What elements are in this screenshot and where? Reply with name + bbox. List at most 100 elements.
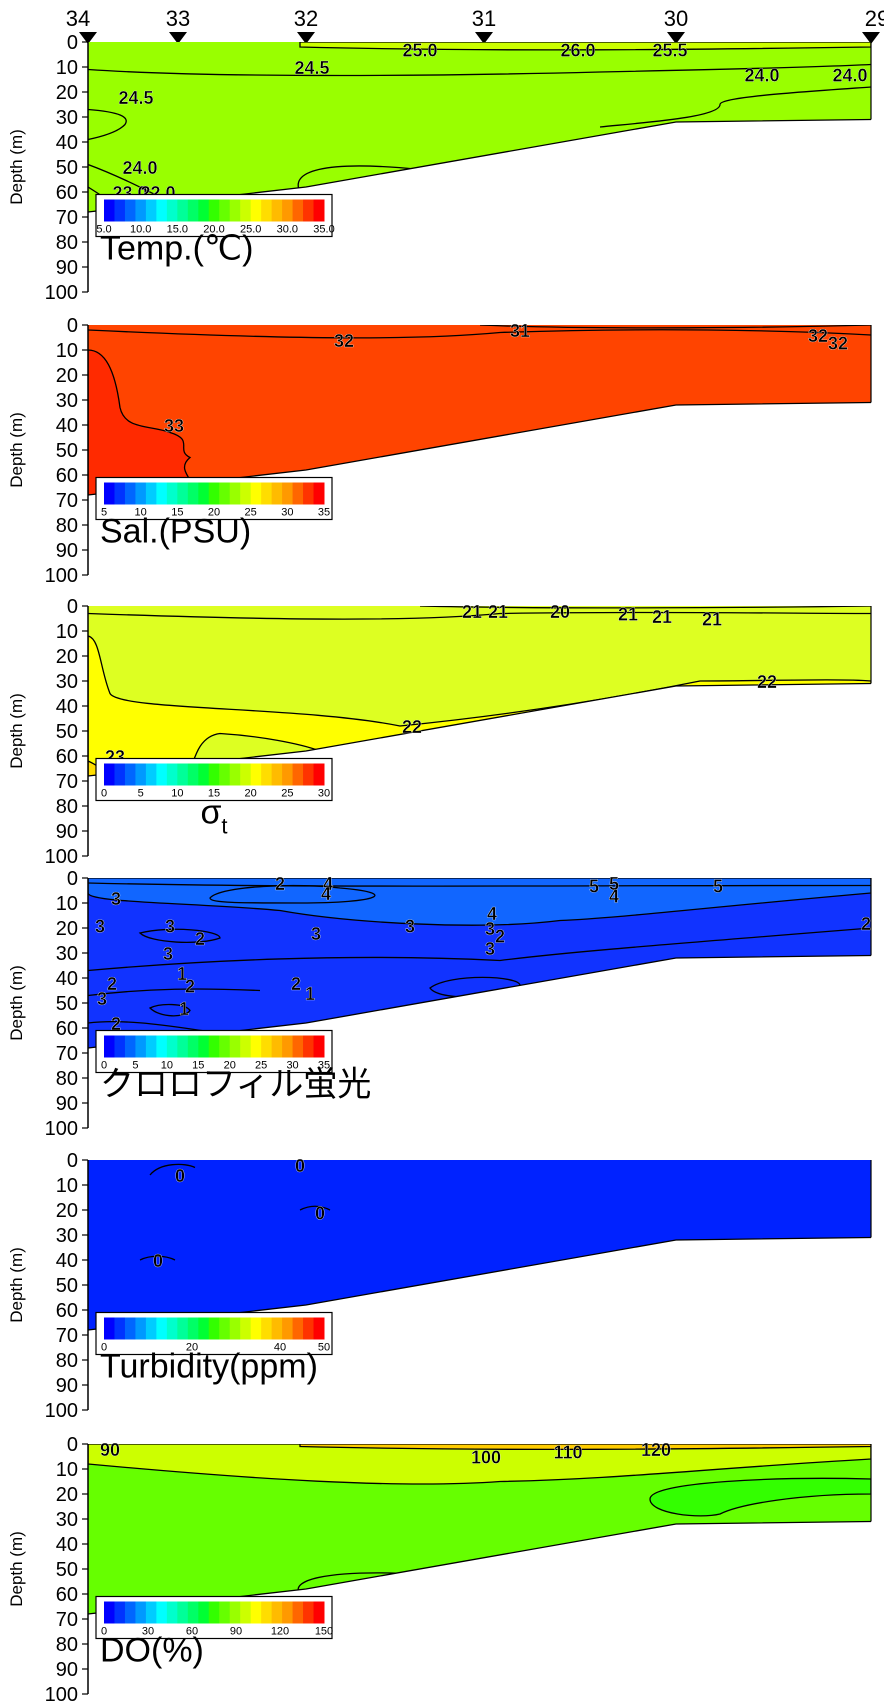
colorbar-swatch	[198, 199, 210, 222]
colorbar-swatch	[250, 1317, 262, 1340]
colorbar-swatch	[261, 199, 273, 222]
section-panel-turb: 0 0 0 0 0 10 20 30 40 50 60 70 80 90 100 Depth (m) 0 20 40…	[7, 1150, 872, 1422]
colorbar-tick-label: 120	[271, 1626, 289, 1638]
colorbar-swatch	[250, 199, 262, 222]
colorbar-swatch	[124, 199, 136, 222]
depth-tick-label: 80	[56, 796, 78, 818]
contour-label: 22	[402, 717, 422, 737]
contour-label: 20	[550, 602, 570, 622]
colorbar-tick-label: 20.0	[203, 224, 224, 236]
station-marker	[169, 32, 187, 44]
colorbar-swatch	[124, 482, 136, 505]
depth-tick-label: 40	[56, 1250, 78, 1272]
depth-tick-label: 60	[56, 465, 78, 487]
contour-label: 1	[177, 964, 187, 984]
colorbar-swatch	[114, 199, 126, 222]
depth-tick-label: 0	[67, 315, 78, 337]
colorbar-swatch	[187, 199, 199, 222]
colorbar-swatch	[166, 1601, 178, 1624]
panel-title: Turbidity(ppm)	[100, 1348, 318, 1386]
colorbar-tick-label: 35	[318, 1060, 330, 1072]
colorbar-swatch	[240, 199, 252, 222]
colorbar-tick-label: 15	[171, 507, 183, 519]
colorbar-swatch	[187, 482, 199, 505]
colorbar-swatch	[145, 1035, 157, 1058]
depth-tick-label: 30	[56, 671, 78, 693]
colorbar-swatch	[271, 1035, 283, 1058]
colorbar-tick-label: 10	[171, 788, 183, 800]
colorbar-swatch	[208, 1601, 220, 1624]
depth-axis-title: Depth (m)	[7, 965, 26, 1041]
colorbar: 5.0 10.0 15.0 20.0 25.0 30.0 35.0	[95, 193, 335, 238]
colorbar-swatch	[177, 1601, 189, 1624]
depth-tick-label: 10	[56, 340, 78, 362]
contour-label: 2	[185, 977, 195, 997]
colorbar-tick-label: 30	[142, 1626, 154, 1638]
colorbar-swatch	[114, 1317, 126, 1340]
contour-line	[139, 1255, 176, 1261]
colorbar-tick-label: 15.0	[167, 224, 188, 236]
colorbar-swatch	[198, 1317, 210, 1340]
colorbar-swatch	[303, 199, 315, 222]
colorbar-swatch	[303, 1317, 315, 1340]
panel-title: DO(%)	[100, 1632, 204, 1670]
colorbar-swatch	[261, 1601, 273, 1624]
depth-tick-label: 80	[56, 1350, 78, 1372]
contour-label: 3	[163, 944, 173, 964]
depth-tick-label: 60	[56, 1584, 78, 1606]
colorbar-tick-label: 15	[192, 1060, 204, 1072]
colorbar-swatch	[240, 1601, 252, 1624]
colorbar-swatch	[261, 1317, 273, 1340]
depth-tick-label: 60	[56, 746, 78, 768]
colorbar-swatch	[135, 199, 147, 222]
contour-label: 4	[487, 904, 497, 924]
section-panel-sigma: 21 21 20 21 21 212222230102030405060708090100…	[7, 596, 872, 868]
depth-tick-label: 10	[56, 893, 78, 915]
colorbar: 0 30 60 90 120 150	[95, 1595, 333, 1640]
colorbar-swatch	[156, 763, 168, 786]
depth-axis: 0 10 20 30 40 50 60 70 80 90 100 Depth (m)	[7, 1150, 89, 1422]
colorbar-swatch	[208, 199, 220, 222]
supersaturated-layer	[299, 1444, 871, 1451]
colorbar-tick-label: 60	[186, 1626, 198, 1638]
panel-title: クロロフィル蛍光	[100, 1066, 371, 1104]
colorbar-swatch	[229, 199, 241, 222]
colorbar-swatch	[145, 482, 157, 505]
colorbar-swatch	[208, 1035, 220, 1058]
depth-tick-label: 80	[56, 1634, 78, 1656]
depth-tick-label: 30	[56, 943, 78, 965]
depth-tick-label: 60	[56, 1300, 78, 1322]
colorbar-swatch	[292, 763, 304, 786]
colorbar-swatch	[135, 763, 147, 786]
contour-label: 0	[153, 1251, 163, 1271]
colorbar-swatch	[313, 1601, 325, 1624]
colorbar-swatch	[104, 763, 115, 786]
depth-tick-label: 100	[45, 1400, 78, 1422]
colorbar-swatch	[208, 763, 220, 786]
colorbar-swatch	[229, 1601, 241, 1624]
colorbar-swatch	[145, 1317, 157, 1340]
colorbar-swatch	[166, 1317, 178, 1340]
colorbar-swatch	[282, 1035, 294, 1058]
colorbar-swatch	[219, 1601, 231, 1624]
colorbar-swatch	[124, 1317, 136, 1340]
colorbar-swatch	[219, 482, 231, 505]
colorbar-swatch	[240, 1317, 252, 1340]
contour-label: 3	[95, 917, 105, 937]
colorbar-swatch	[282, 763, 294, 786]
colorbar-swatch	[198, 1601, 210, 1624]
depth-tick-label: 0	[67, 868, 78, 890]
contour-label: 4	[609, 887, 619, 907]
depth-tick-label: 20	[56, 1484, 78, 1506]
contour-line	[88, 611, 871, 620]
contour-label: 26.0	[560, 41, 595, 61]
depth-tick-label: 100	[45, 282, 78, 304]
depth-tick-label: 30	[56, 1225, 78, 1247]
section-panel-temp: 25.0 26.0 25.524.5 24.0 24.024.524.023.022.0…	[7, 32, 872, 304]
depth-tick-label: 90	[56, 821, 78, 843]
depth-tick-label: 90	[56, 1659, 78, 1681]
colorbar-swatch	[229, 482, 241, 505]
colorbar-swatch	[219, 1035, 231, 1058]
colorbar-swatch	[156, 199, 168, 222]
